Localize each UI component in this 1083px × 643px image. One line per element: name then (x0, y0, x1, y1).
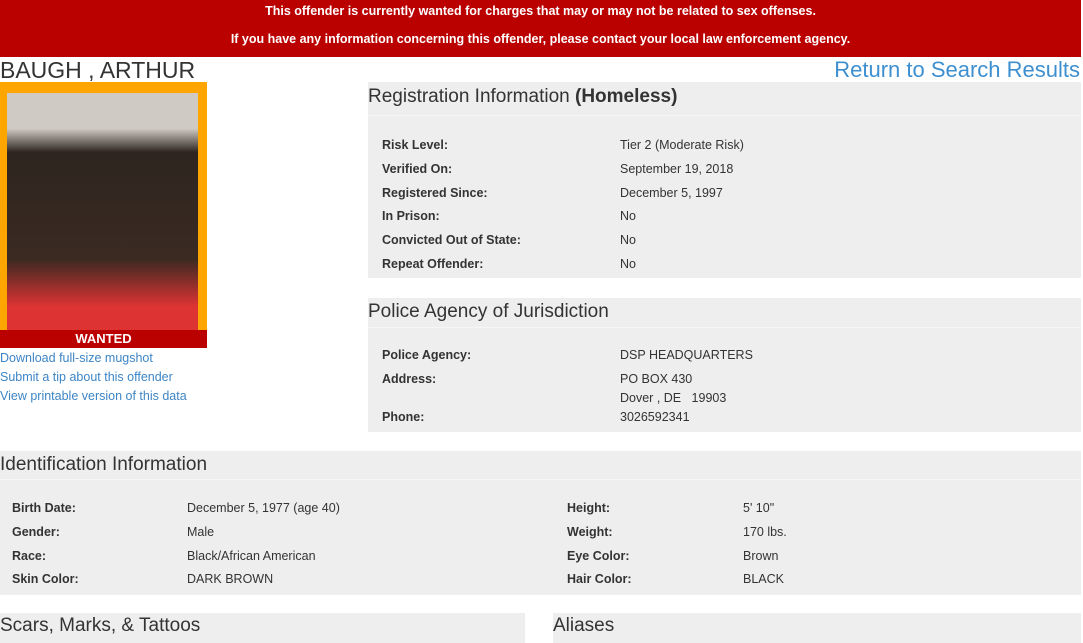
out-of-state-value: No (620, 233, 636, 247)
in-prison-label: In Prison: (382, 209, 440, 223)
registration-title: Registration Information (Homeless) (368, 82, 1081, 116)
skin-color-value: DARK BROWN (187, 572, 274, 586)
skin-color-label: Skin Color: (12, 572, 79, 586)
wanted-banner: This offender is currently wanted for ch… (0, 0, 1081, 57)
printable-version-link[interactable]: View printable version of this data (0, 389, 187, 403)
repeat-offender-label: Repeat Offender: (382, 257, 484, 271)
mugshot-frame (0, 82, 207, 330)
verified-on-value: September 19, 2018 (620, 162, 734, 176)
registration-title-text: Registration Information (368, 86, 570, 107)
address-line-2: Dover , DE 19903 (620, 391, 727, 405)
repeat-offender-value: No (620, 257, 636, 271)
aliases-title: Aliases (553, 615, 615, 636)
verified-on-label: Verified On: (382, 162, 453, 176)
registration-section: Registration Information (Homeless) Risk… (368, 82, 1081, 278)
height-label: Height: (567, 501, 611, 515)
risk-level-label: Risk Level: (382, 138, 449, 152)
weight-value: 170 lbs. (743, 525, 787, 539)
eye-color-label: Eye Color: (567, 549, 630, 563)
race-label: Race: (12, 549, 47, 563)
gender-value: Male (187, 525, 215, 539)
banner-line-2: If you have any information concerning t… (230, 32, 851, 46)
registered-since-label: Registered Since: (382, 186, 488, 200)
scars-section: Scars, Marks, & Tattoos (0, 613, 525, 643)
mugshot-image[interactable] (7, 93, 198, 330)
phone-label: Phone: (382, 410, 425, 424)
wanted-label: WANTED (0, 330, 207, 348)
identification-title: Identification Information (0, 451, 1081, 480)
identification-section: Identification Information Birth Date: D… (0, 451, 1081, 595)
in-prison-value: No (620, 209, 636, 223)
gender-label: Gender: (12, 525, 60, 539)
phone-value: 3026592341 (620, 410, 690, 424)
banner-line-1: This offender is currently wanted for ch… (265, 4, 816, 18)
download-mugshot-link[interactable]: Download full-size mugshot (0, 351, 153, 365)
hair-color-value: BLACK (743, 572, 784, 586)
submit-tip-link[interactable]: Submit a tip about this offender (0, 370, 173, 384)
address-line-1: PO BOX 430 (620, 372, 693, 386)
eye-color-value: Brown (743, 549, 779, 563)
scars-title: Scars, Marks, & Tattoos (0, 615, 201, 636)
registered-since-value: December 5, 1997 (620, 186, 723, 200)
police-agency-value: DSP HEADQUARTERS (620, 348, 753, 362)
homeless-label: (Homeless) (575, 86, 678, 107)
out-of-state-label: Convicted Out of State: (382, 233, 521, 247)
aliases-section: Aliases (553, 613, 1081, 643)
birth-date-label: Birth Date: (12, 501, 76, 515)
address-label: Address: (382, 372, 437, 386)
hair-color-label: Hair Color: (567, 572, 632, 586)
return-to-search-link[interactable]: Return to Search Results (834, 57, 1080, 82)
police-section: Police Agency of Jurisdiction Police Age… (368, 298, 1081, 432)
risk-level-value: Tier 2 (Moderate Risk) (620, 138, 744, 152)
weight-label: Weight: (567, 525, 613, 539)
police-title: Police Agency of Jurisdiction (368, 298, 1081, 328)
police-agency-label: Police Agency: (382, 348, 472, 362)
height-value: 5' 10" (743, 501, 775, 515)
race-value: Black/African American (187, 549, 316, 563)
birth-date-value: December 5, 1977 (age 40) (187, 501, 340, 515)
offender-name: BAUGH , ARTHUR (0, 57, 196, 83)
